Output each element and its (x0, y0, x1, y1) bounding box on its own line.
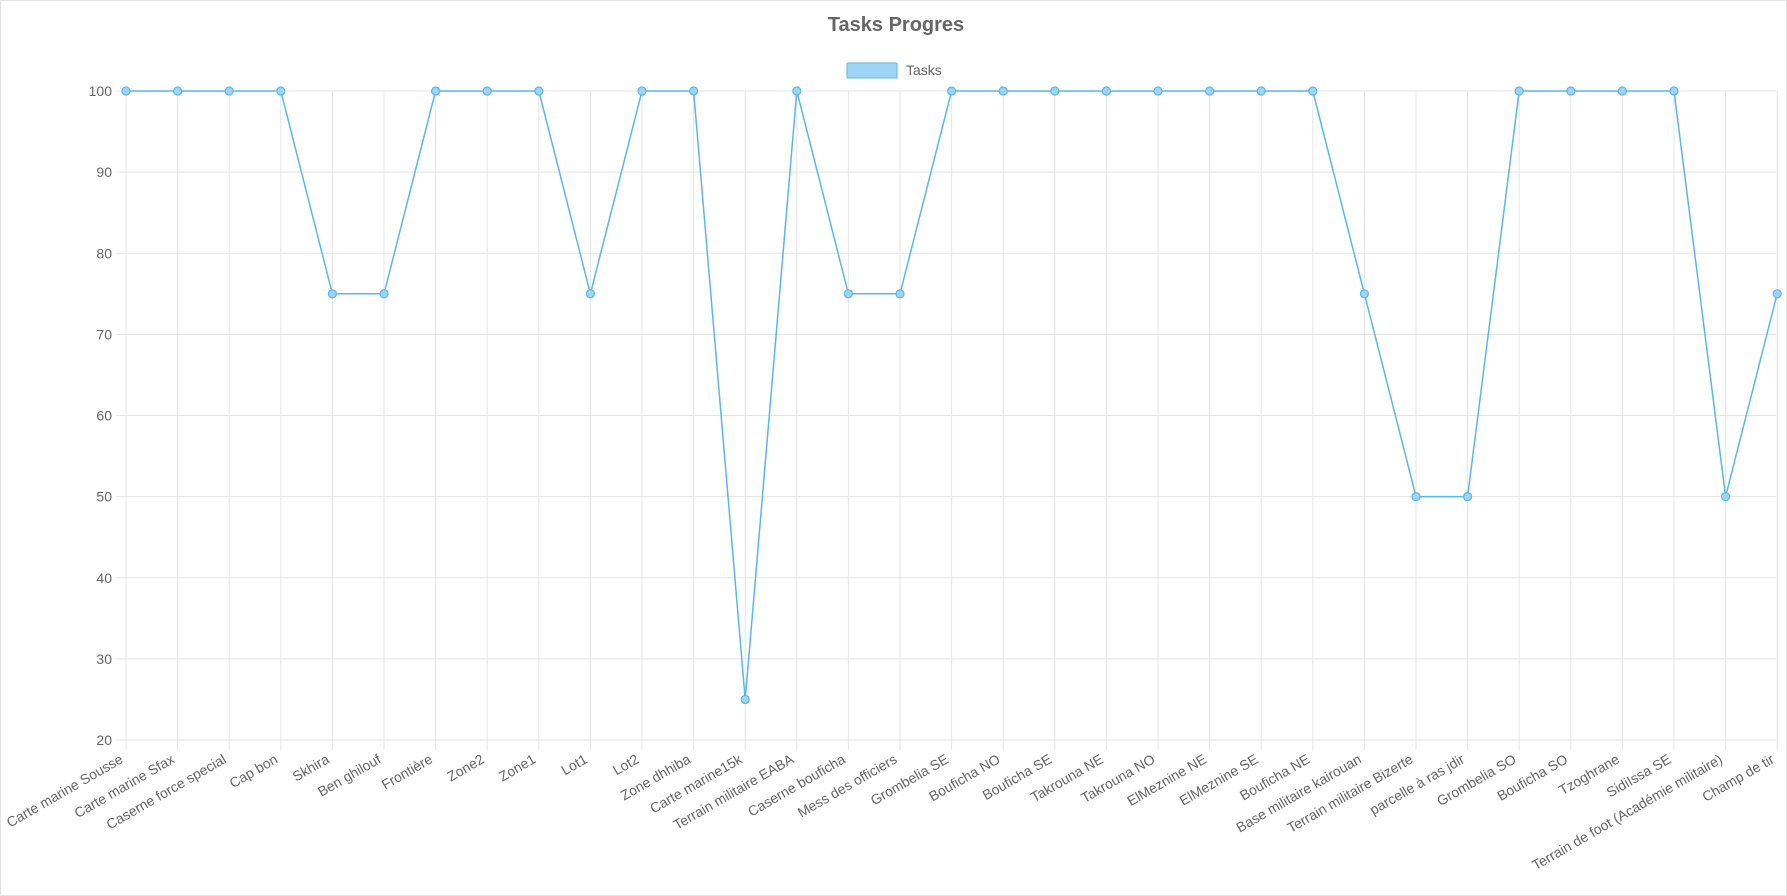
grid-lines (116, 90, 1778, 750)
data-point (688, 86, 699, 96)
y-tick-label: 70 (96, 326, 112, 342)
data-point (1669, 86, 1679, 96)
legend[interactable]: Tasks (846, 62, 942, 79)
data-point (1772, 289, 1782, 299)
data-point (1566, 86, 1576, 96)
chart-title: Tasks Progres (828, 14, 964, 36)
data-point (121, 86, 131, 96)
data-point (792, 86, 802, 96)
x-tick-label: Zone1 (496, 751, 539, 785)
series-tasks (121, 86, 1782, 705)
y-tick-label: 20 (96, 732, 112, 748)
data-point (1462, 492, 1473, 502)
data-point (1050, 86, 1060, 96)
x-tick-label: Zone2 (444, 751, 487, 785)
x-tick-label: Lot2 (610, 751, 642, 779)
data-point (327, 289, 337, 299)
data-point (1514, 86, 1524, 96)
x-tick-label: Lot1 (558, 751, 590, 779)
data-point (482, 86, 492, 96)
data-point (1308, 86, 1318, 96)
data-point (895, 289, 905, 299)
data-point (843, 289, 854, 299)
y-tick-label: 100 (89, 83, 113, 99)
data-point (1101, 86, 1112, 96)
y-tick-label: 30 (96, 651, 112, 667)
data-point (1153, 86, 1163, 96)
y-tick-label: 80 (96, 245, 112, 261)
data-point (1411, 492, 1421, 502)
data-point (1617, 86, 1628, 96)
legend-label: Tasks (906, 62, 942, 78)
data-point (946, 86, 957, 96)
data-point (998, 86, 1008, 96)
legend-swatch (846, 62, 898, 79)
data-point (224, 86, 234, 96)
data-point (1204, 86, 1215, 96)
data-point (1720, 492, 1731, 502)
y-axis: 100 90 80 70 60 50 40 30 20 (89, 83, 113, 748)
data-point (173, 86, 183, 96)
data-point (1256, 86, 1266, 96)
data-point (431, 86, 441, 96)
y-tick-label: 50 (96, 489, 112, 505)
data-point (1359, 289, 1370, 299)
y-tick-label: 90 (96, 164, 112, 180)
data-point (276, 86, 286, 96)
x-tick-label: Cap bon (226, 751, 280, 791)
data-point (534, 86, 544, 96)
data-point (740, 694, 750, 705)
x-tick-label: Frontière (379, 751, 436, 793)
y-tick-label: 60 (96, 408, 112, 424)
y-tick-label: 40 (96, 570, 112, 586)
data-point (379, 289, 389, 299)
data-point (585, 289, 596, 299)
data-point (637, 86, 647, 96)
